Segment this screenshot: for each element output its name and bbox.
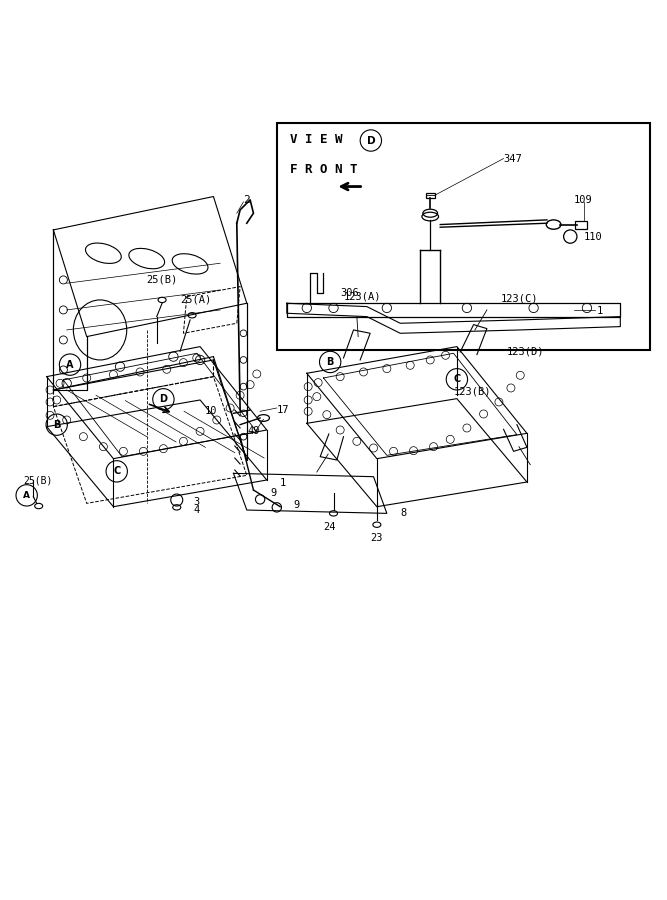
Text: 347: 347 <box>504 154 522 164</box>
Text: 25(B): 25(B) <box>147 274 178 285</box>
Text: 24: 24 <box>323 522 336 532</box>
FancyBboxPatch shape <box>277 123 650 350</box>
Text: 123(C): 123(C) <box>500 293 538 303</box>
Text: 23: 23 <box>370 533 383 543</box>
Text: C: C <box>454 374 460 384</box>
Text: 9: 9 <box>293 500 299 509</box>
Text: 8: 8 <box>400 508 406 518</box>
Text: 123(A): 123(A) <box>344 292 381 302</box>
Text: 1: 1 <box>280 479 286 489</box>
Text: 49: 49 <box>247 427 259 436</box>
Text: A: A <box>23 491 30 500</box>
Text: F R O N T: F R O N T <box>290 164 358 176</box>
Text: D: D <box>367 136 375 146</box>
Text: 3: 3 <box>193 497 199 507</box>
Text: 110: 110 <box>584 231 602 241</box>
Text: 10: 10 <box>204 406 217 417</box>
Text: 1: 1 <box>597 306 603 316</box>
Text: C: C <box>113 466 120 476</box>
Text: D: D <box>159 394 167 404</box>
Text: B: B <box>53 419 61 429</box>
Bar <box>426 193 435 198</box>
Text: A: A <box>66 360 74 370</box>
Text: 4: 4 <box>193 505 199 515</box>
Text: 123(B): 123(B) <box>454 387 491 397</box>
Text: 306: 306 <box>340 288 359 298</box>
Text: V I E W: V I E W <box>290 133 350 147</box>
Text: 9: 9 <box>270 488 276 498</box>
Text: B: B <box>326 357 334 367</box>
Text: 25(B): 25(B) <box>23 476 53 486</box>
Text: 2: 2 <box>243 195 250 205</box>
Text: 25(A): 25(A) <box>180 294 211 304</box>
Text: 17: 17 <box>277 405 289 415</box>
Text: 109: 109 <box>574 195 592 205</box>
Bar <box>575 220 587 229</box>
Text: 123(D): 123(D) <box>507 346 544 356</box>
